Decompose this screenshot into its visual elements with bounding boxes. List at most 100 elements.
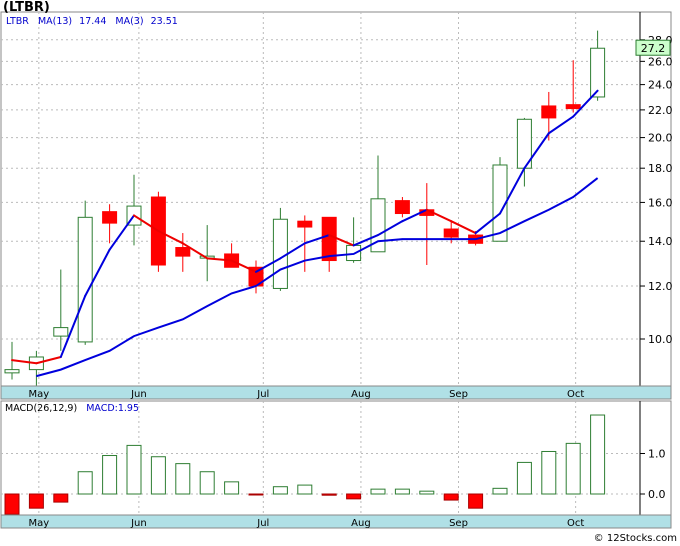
candle-body <box>590 47 606 98</box>
macd-x-tick-label: Sep <box>449 518 468 529</box>
candle-body <box>443 228 459 238</box>
macd-bar <box>272 486 288 495</box>
ma3-segment <box>108 214 135 251</box>
price-x-tick-label: May <box>28 389 49 400</box>
candle-body <box>175 247 191 257</box>
legend-ma13-label: MA(13) <box>38 16 72 27</box>
candle-body <box>272 218 288 289</box>
ma3-segment <box>181 242 209 260</box>
ma3-segment <box>133 214 160 233</box>
macd-bar <box>541 450 557 495</box>
macd-bar <box>126 444 142 495</box>
price-x-axis-band <box>0 385 672 400</box>
macd-legend-label: MACD(26,12,9) <box>5 403 77 414</box>
macd-bar <box>150 456 166 495</box>
price-y-tick-label: 20.0 <box>648 132 673 145</box>
legend-ma13-value: 17.44 <box>79 16 106 27</box>
macd-bar <box>394 488 410 495</box>
macd-bar <box>224 481 240 495</box>
watermark: © 12Stocks.com <box>594 533 677 544</box>
price-x-tick-label: Jul <box>256 389 269 400</box>
price-legend: LTBR MA(13) 17.44 MA(3) 23.51 <box>6 16 178 27</box>
macd-bar <box>346 493 362 500</box>
candle-body <box>541 105 557 119</box>
ma3-segment <box>59 294 87 358</box>
price-grid <box>1 12 640 386</box>
price-y-tick-label: 22.0 <box>648 104 673 117</box>
macd-x-tick-label: Jul <box>256 518 269 529</box>
candle-body <box>77 216 93 343</box>
macd-bar <box>516 461 532 495</box>
ma3-segment <box>377 220 404 237</box>
ma3-segment <box>35 355 62 365</box>
legend-ma3-label: MA(3) <box>115 16 143 27</box>
macd-x-tick-label: Aug <box>351 518 371 529</box>
price-x-tick-label: Jun <box>130 389 147 400</box>
price-x-tick-label: Aug <box>351 389 371 400</box>
macd-x-tick-label: Jun <box>130 518 147 529</box>
macd-plot <box>4 414 606 515</box>
macd-x-tick-label: May <box>28 518 49 529</box>
candle-body <box>565 104 581 110</box>
macd-legend-value: MACD:1.95 <box>86 403 139 414</box>
price-y-tick-label: 12.0 <box>648 280 673 293</box>
macd-bar <box>199 471 215 495</box>
price-x-axis: May Jun Jul Aug Sep Oct <box>28 389 584 400</box>
macd-bar <box>492 487 508 495</box>
price-plot <box>4 30 606 390</box>
ma3-segment <box>303 234 331 245</box>
ma3-segment <box>352 234 379 247</box>
macd-bar <box>590 414 606 495</box>
macd-bar <box>28 493 44 509</box>
legend-symbol: LTBR <box>6 16 29 27</box>
price-y-tick-label: 16.0 <box>648 196 673 209</box>
price-x-tick-label: Oct <box>567 389 584 400</box>
legend-ma3-value: 23.51 <box>151 16 178 27</box>
candle-body <box>370 198 386 253</box>
chart-title: (LTBR) <box>3 0 50 15</box>
macd-y-tick-label: 0.0 <box>648 488 666 501</box>
macd-y-tick-label: 1.0 <box>648 448 666 461</box>
macd-bar <box>102 455 118 495</box>
macd-bar <box>248 493 264 496</box>
ma3-segment <box>206 257 233 262</box>
ma13-line <box>36 177 599 378</box>
ma3-segment <box>279 242 306 260</box>
ma3-segment <box>11 359 38 365</box>
candle-body <box>321 216 337 262</box>
macd-bar <box>321 493 337 496</box>
candle-body <box>297 220 313 228</box>
price-y-tick-label: 18.0 <box>648 162 673 175</box>
price-panel <box>0 11 672 400</box>
macd-bar <box>4 493 20 515</box>
macd-x-tick-label: Oct <box>567 518 584 529</box>
price-y-tick-label: 10.0 <box>648 333 673 346</box>
ma3-segment <box>328 234 355 247</box>
price-y-tick-label: 26.0 <box>648 55 673 68</box>
macd-x-axis-band <box>0 514 672 529</box>
ma3-segment <box>255 257 282 273</box>
ma3-segment <box>450 220 477 235</box>
last-price-tag: 27.2 <box>635 39 671 56</box>
price-y-tick-label: 14.0 <box>648 235 673 248</box>
candle-body <box>4 369 20 374</box>
macd-bar <box>468 493 484 509</box>
ma3-segment <box>401 208 428 223</box>
ma3-segment <box>474 212 501 235</box>
macd-x-axis: May Jun Jul Aug Sep Oct <box>28 518 584 529</box>
macd-bar <box>175 463 191 495</box>
macd-legend: MACD(26,12,9) MACD:1.95 <box>5 403 139 414</box>
macd-bar <box>53 493 69 503</box>
ma3-segment <box>230 259 257 273</box>
ma3-segment <box>499 167 526 215</box>
last-price-label: 27.2 <box>641 42 666 55</box>
price-x-tick-label: Sep <box>449 389 468 400</box>
ma3-segment <box>523 132 550 170</box>
candle-body <box>394 200 410 215</box>
macd-y-axis: 0.0 1.0 <box>639 401 666 515</box>
candle-body <box>492 164 508 242</box>
price-y-tick-label: 24.0 <box>648 79 673 92</box>
ma3-segment <box>157 230 184 245</box>
macd-bar <box>419 490 435 495</box>
macd-bar <box>77 471 93 495</box>
